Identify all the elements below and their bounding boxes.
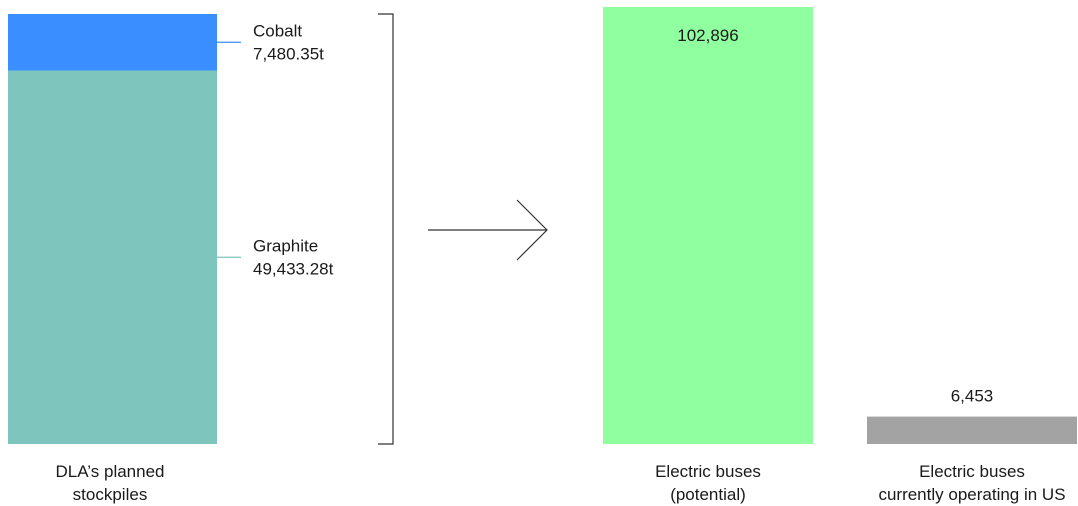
bracket <box>378 13 394 445</box>
bar-electric-buses-operating <box>867 416 1077 444</box>
category-label-potential-line2: (potential) <box>670 485 746 504</box>
category-label-stockpiles-line2: stockpiles <box>73 485 148 504</box>
bar-segment-graphite <box>8 70 217 444</box>
arrow-icon <box>428 199 548 261</box>
segment-name-graphite: Graphite <box>253 236 318 255</box>
category-label-operating-line2: currently operating in US <box>878 485 1065 504</box>
segment-value-cobalt: 7,480.35t <box>253 44 324 63</box>
data-label-electric-buses-operating: 6,453 <box>951 387 994 406</box>
category-label-operating: Electric buses <box>919 462 1025 481</box>
bar-segment-cobalt <box>8 14 217 71</box>
category-label-potential: Electric buses <box>655 462 761 481</box>
data-label-electric-buses-potential: 102,896 <box>677 26 738 45</box>
segment-value-graphite: 49,433.28t <box>253 259 334 278</box>
segment-name-cobalt: Cobalt <box>253 21 302 40</box>
bar-electric-buses-potential <box>603 7 813 444</box>
category-label-stockpiles: DLA’s planned <box>55 462 164 481</box>
